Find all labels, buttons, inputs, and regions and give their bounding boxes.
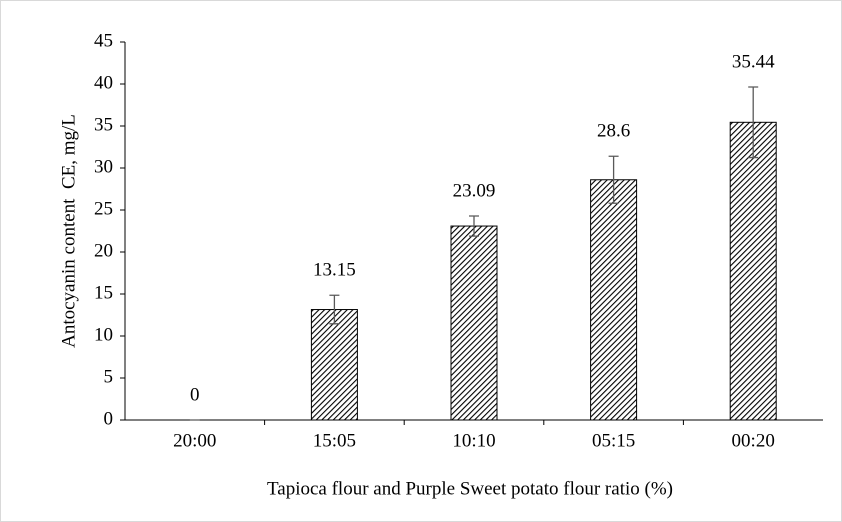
x-tick-label: 15:05	[313, 430, 356, 451]
y-tick-label: 20	[94, 240, 113, 261]
y-tick-label: 5	[104, 366, 114, 387]
y-tick-label: 35	[94, 114, 113, 135]
y-axis-label: Antocyanin content CE, mg/L	[58, 114, 79, 348]
y-tick-label: 15	[94, 282, 113, 303]
x-tick-label: 20:00	[173, 430, 216, 451]
y-tick-label: 25	[94, 198, 113, 219]
x-tick-label: 05:15	[592, 430, 635, 451]
data-label: 35.44	[732, 51, 775, 72]
bar	[310, 309, 358, 421]
y-tick-label: 45	[94, 30, 113, 51]
bar	[590, 179, 638, 421]
bar	[729, 121, 777, 421]
error-bar	[608, 155, 619, 204]
y-tick-label: 40	[94, 72, 113, 93]
data-label: 28.6	[597, 121, 630, 142]
error-bar	[748, 86, 759, 159]
data-label: 13.15	[313, 260, 356, 281]
y-tick-label: 10	[94, 324, 113, 345]
error-bar	[469, 215, 479, 237]
error-bar	[329, 294, 340, 325]
y-tick-label: 30	[94, 156, 113, 177]
x-tick-label: 00:20	[732, 430, 775, 451]
data-label: 0	[190, 384, 200, 405]
x-axis-label: Tapioca flour and Purple Sweet potato fl…	[267, 478, 673, 499]
data-label: 23.09	[453, 180, 496, 201]
y-tick-label: 0	[104, 408, 114, 429]
bar	[450, 225, 498, 421]
x-tick-label: 10:10	[452, 430, 495, 451]
